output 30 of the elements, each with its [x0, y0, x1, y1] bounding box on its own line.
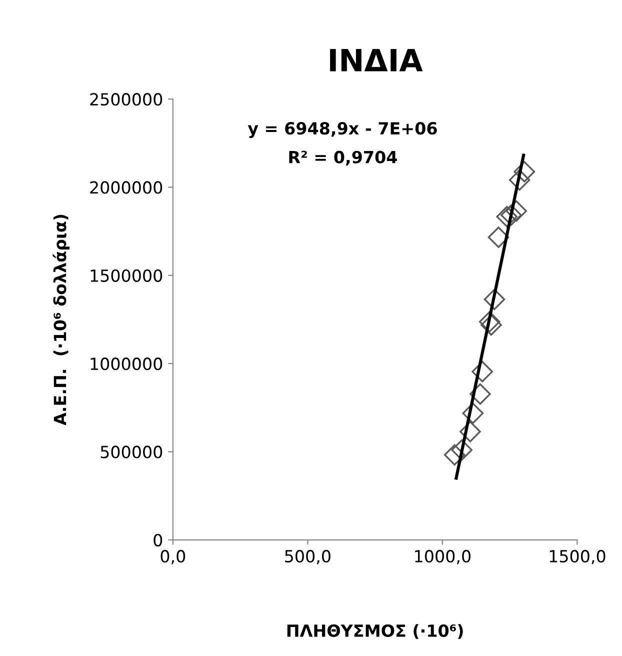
point — [472, 361, 493, 382]
point — [444, 444, 466, 466]
point — [470, 383, 491, 405]
point — [480, 314, 502, 336]
chart-title: ΙΝΔΙΑ — [330, 49, 423, 72]
point — [484, 288, 506, 310]
y-tick-label: 500000 — [100, 446, 162, 458]
y-tick-label: 2500000 — [90, 93, 162, 106]
point — [514, 161, 536, 182]
point — [506, 200, 527, 222]
point — [488, 226, 510, 248]
annotation: R² = 0,9704 — [289, 150, 397, 166]
point — [508, 169, 530, 191]
x-axis-title: ΠΛΗΘΥΣΜΟΣ (·10⁶) — [287, 624, 463, 639]
x-tick-label: 1500,0 — [550, 550, 606, 564]
y-tick-label: 1000000 — [90, 358, 162, 370]
point — [496, 206, 518, 228]
x-tick-label: 500,0 — [285, 550, 330, 564]
y-tick-label: 0 — [154, 534, 162, 546]
point — [462, 402, 484, 424]
y-axis-title: Α.Ε.Π. (·10⁶ δολλάρια) — [52, 214, 70, 426]
x-tick-label: 1000,0 — [415, 550, 470, 564]
y-tick-label: 1500000 — [90, 269, 162, 282]
point — [500, 204, 522, 226]
point — [478, 311, 500, 332]
point — [451, 439, 473, 461]
point — [460, 420, 481, 442]
annotation: y = 6948,9x - 7E+06 — [248, 122, 437, 138]
y-tick-label: 2000000 — [90, 181, 162, 194]
x-tick-label: 0,0 — [160, 550, 186, 564]
